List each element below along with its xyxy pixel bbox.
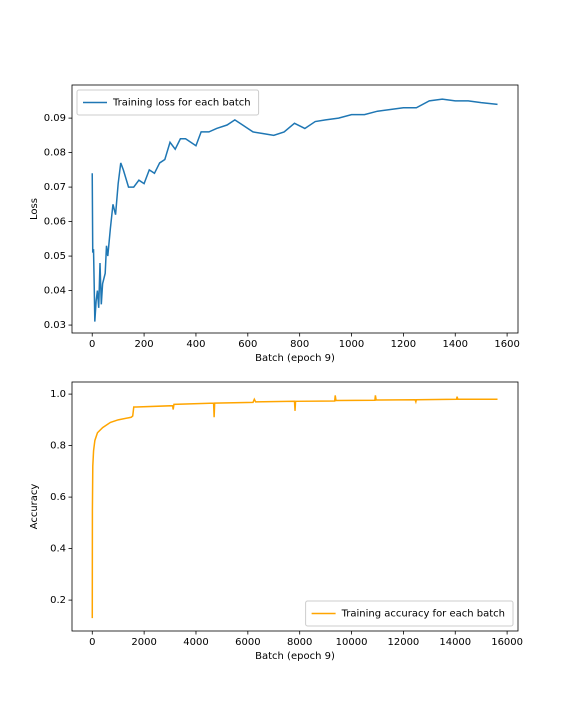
legend: Training loss for each batch: [76, 89, 260, 116]
legend-label: Training accuracy for each batch: [341, 609, 505, 620]
x-tick-label: 10000: [336, 637, 368, 648]
x-axis-label: Batch (epoch 9): [255, 651, 335, 662]
y-tick-label: 0.06: [44, 217, 66, 228]
y-tick-label: 0.08: [44, 148, 66, 159]
legend-label: Training loss for each batch: [112, 98, 251, 109]
y-tick-label: 0.4: [50, 544, 66, 555]
x-tick-label: 1600: [494, 339, 519, 350]
x-tick-label: 8000: [287, 637, 312, 648]
x-tick-label: 400: [186, 339, 205, 350]
legend-box: [76, 89, 260, 116]
x-tick-label: 0: [89, 339, 95, 350]
data-line: [91, 395, 498, 619]
legend: Training accuracy for each batch: [305, 600, 514, 627]
x-tick-label: 14000: [439, 637, 471, 648]
y-tick-label: 0.6: [50, 492, 66, 503]
y-tick-label: 0.09: [44, 113, 66, 124]
x-tick-label: 1000: [339, 339, 364, 350]
x-tick-label: 12000: [387, 637, 419, 648]
y-tick-label: 1.0: [50, 389, 66, 400]
y-tick-label: 0.07: [44, 182, 66, 193]
data-line: [91, 98, 498, 322]
y-tick-label: 0.03: [44, 320, 66, 331]
x-tick-label: 200: [135, 339, 154, 350]
plot-frame: [71, 381, 519, 632]
y-axis-label: Loss: [29, 198, 40, 220]
y-axis-label: Accuracy: [29, 484, 40, 530]
x-tick-label: 800: [290, 339, 309, 350]
legend-box: [305, 600, 514, 627]
y-tick-label: 0.8: [50, 441, 66, 452]
x-tick-label: 6000: [235, 637, 260, 648]
plot-frame: [71, 84, 519, 334]
x-tick-label: 1200: [391, 339, 416, 350]
x-tick-label: 4000: [183, 637, 208, 648]
y-tick-label: 0.05: [44, 251, 66, 262]
x-axis-label: Batch (epoch 9): [255, 353, 335, 364]
x-tick-label: 1400: [443, 339, 468, 350]
x-tick-label: 2000: [131, 637, 156, 648]
x-tick-label: 0: [89, 637, 95, 648]
y-tick-label: 0.2: [50, 595, 66, 606]
x-tick-label: 600: [238, 339, 257, 350]
x-tick-label: 16000: [491, 637, 523, 648]
y-tick-label: 0.04: [44, 286, 66, 297]
